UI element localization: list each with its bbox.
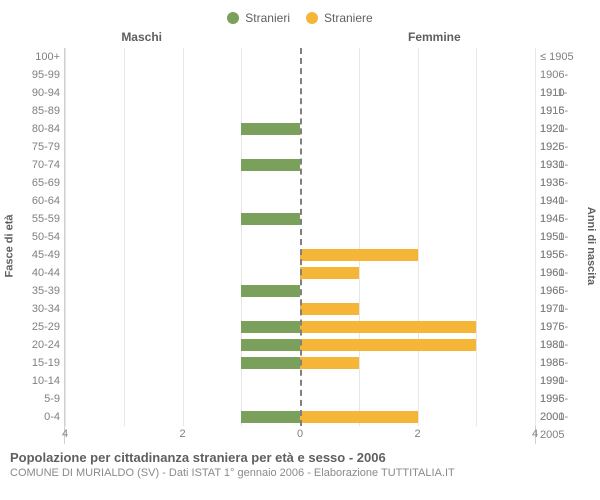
birth-year-label: 1911-1915 <box>536 84 582 102</box>
x-tick-label: 4 <box>532 428 538 440</box>
bar-male <box>241 285 300 297</box>
age-label: 55-59 <box>18 210 64 228</box>
age-label: 30-34 <box>18 300 64 318</box>
age-label: 60-64 <box>18 192 64 210</box>
birth-year-label: 1931-1935 <box>536 156 582 174</box>
x-tick-label: 2 <box>179 428 185 440</box>
legend-item-male: Stranieri <box>227 11 290 25</box>
age-label: 45-49 <box>18 246 64 264</box>
bar-female <box>300 321 476 333</box>
legend-label-male: Stranieri <box>245 11 290 25</box>
birth-year-label: 2001-2005 <box>536 408 582 426</box>
birth-year-label: 1916-1920 <box>536 102 582 120</box>
birth-year-label: 1936-1940 <box>536 174 582 192</box>
age-label: 5-9 <box>18 390 64 408</box>
bar-female <box>300 249 418 261</box>
birth-year-label: 1941-1945 <box>536 192 582 210</box>
birth-year-label: 1986-1990 <box>536 354 582 372</box>
grid-line <box>535 48 536 426</box>
birth-year-label: 1921-1925 <box>536 120 582 138</box>
legend-item-female: Straniere <box>306 11 373 25</box>
plot-area: 4 2 0 2 4 <box>64 48 536 444</box>
age-label: 65-69 <box>18 174 64 192</box>
age-label: 25-29 <box>18 318 64 336</box>
age-label: 85-89 <box>18 102 64 120</box>
panel-header-female: Femmine <box>408 30 461 44</box>
x-tick-label: 2 <box>414 428 420 440</box>
bar-female <box>300 267 359 279</box>
age-label: 80-84 <box>18 120 64 138</box>
y-axis-title-left: Fasce di età <box>0 48 18 444</box>
birth-year-label: 1981-1985 <box>536 336 582 354</box>
birth-year-label: 1971-1975 <box>536 300 582 318</box>
bar-female <box>300 339 476 351</box>
birth-year-label: ≤ 1905 <box>536 48 582 66</box>
bar-male <box>241 159 300 171</box>
birth-year-label: 1961-1965 <box>536 264 582 282</box>
age-label: 75-79 <box>18 138 64 156</box>
legend-label-female: Straniere <box>324 11 373 25</box>
chart-legend: Stranieri Straniere <box>0 0 600 30</box>
bar-female <box>300 357 359 369</box>
bar-male <box>241 339 300 351</box>
age-label: 90-94 <box>18 84 64 102</box>
chart-title: Popolazione per cittadinanza straniera p… <box>10 450 590 465</box>
bar-male <box>241 213 300 225</box>
age-label: 70-74 <box>18 156 64 174</box>
x-tick-label: 4 <box>62 428 68 440</box>
birth-year-label: 1956-1960 <box>536 246 582 264</box>
birth-year-labels: ≤ 19051906-19101911-19151916-19201921-19… <box>536 48 582 444</box>
age-label: 0-4 <box>18 408 64 426</box>
bar-male <box>241 357 300 369</box>
bar-female <box>300 303 359 315</box>
age-label: 15-19 <box>18 354 64 372</box>
birth-year-label: 1991-1995 <box>536 372 582 390</box>
age-label: 40-44 <box>18 264 64 282</box>
age-label: 35-39 <box>18 282 64 300</box>
birth-year-label: 1906-1910 <box>536 66 582 84</box>
bar-male <box>241 321 300 333</box>
panel-headers: Maschi Femmine <box>0 30 600 48</box>
bar-male <box>241 411 300 423</box>
age-label: 10-14 <box>18 372 64 390</box>
center-axis-line <box>300 48 302 426</box>
chart-subtitle: COMUNE DI MURIALDO (SV) - Dati ISTAT 1° … <box>10 467 590 479</box>
x-axis: 4 2 0 2 4 <box>65 426 535 444</box>
age-labels: 100+95-9990-9485-8980-8475-7970-7465-696… <box>18 48 64 444</box>
chart-body: Fasce di età 100+95-9990-9485-8980-8475-… <box>0 48 600 444</box>
bar-male <box>241 123 300 135</box>
legend-swatch-female <box>306 12 318 24</box>
age-label: 50-54 <box>18 228 64 246</box>
legend-swatch-male <box>227 12 239 24</box>
birth-year-label: 1926-1930 <box>536 138 582 156</box>
age-label: 100+ <box>18 48 64 66</box>
age-label: 95-99 <box>18 66 64 84</box>
panel-header-male: Maschi <box>121 30 162 44</box>
x-tick-label: 0 <box>297 428 303 440</box>
y-axis-title-right-text: Anni di nascita <box>585 207 597 285</box>
y-axis-title-right: Anni di nascita <box>582 48 600 444</box>
birth-year-label: 1976-1980 <box>536 318 582 336</box>
birth-year-label: 1996-2000 <box>536 390 582 408</box>
y-axis-title-left-text: Fasce di età <box>3 215 15 278</box>
age-label: 20-24 <box>18 336 64 354</box>
birth-year-label: 1966-1970 <box>536 282 582 300</box>
birth-year-label: 1951-1955 <box>536 228 582 246</box>
birth-year-label: 1946-1950 <box>536 210 582 228</box>
chart-footer: Popolazione per cittadinanza straniera p… <box>0 444 600 479</box>
bar-female <box>300 411 418 423</box>
